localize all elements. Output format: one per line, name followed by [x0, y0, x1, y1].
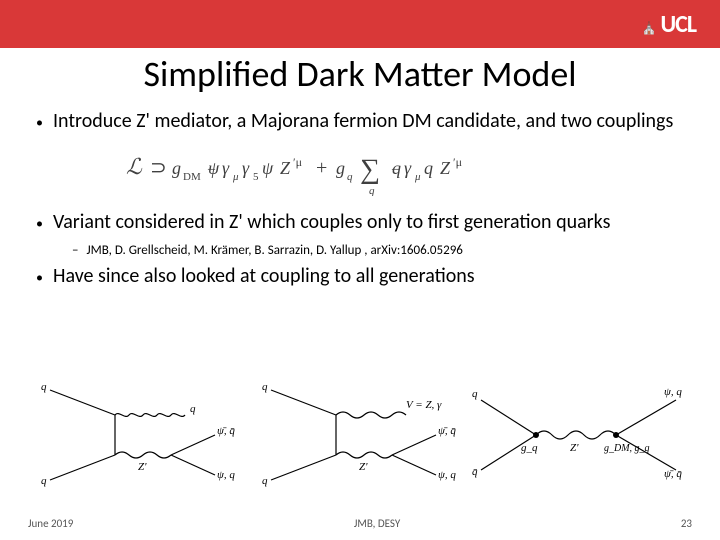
lbl-top-out: q [190, 403, 196, 415]
footer: June 2019 JMB, DESY 23 [28, 517, 692, 530]
lbl-top-out: V = Z, γ [406, 399, 442, 411]
lbl-out-2: ψ, q [438, 469, 456, 481]
svg-text:γ: γ [242, 158, 250, 178]
footer-center: JMB, DESY [354, 517, 400, 530]
lbl-right-bottom: ψ̄, q̄ [664, 468, 682, 480]
bullet-2: • Variant considered in Z' which couples… [36, 211, 684, 237]
lbl-mediator: Z' [138, 461, 147, 473]
bullet-dot-icon: • [36, 211, 43, 237]
svg-text:γ: γ [404, 158, 412, 178]
feynman-diagrams-row: q q q Z' ψ̄, q̄ ψ, q q V = Z, γ [24, 370, 696, 500]
feynman-diagram-1: q q q Z' ψ̄, q̄ ψ, q [24, 370, 245, 500]
bullet-3: • Have since also looked at coupling to … [36, 265, 684, 291]
lbl-left-bottom: q̄ [472, 466, 478, 478]
ucl-logo: ⛪ UCL [642, 10, 696, 39]
lbl-out-1: ψ̄, q̄ [217, 425, 235, 437]
content-area: • Introduce Z' mediator, a Majorana ferm… [36, 110, 684, 297]
svg-text:Z: Z [280, 158, 291, 178]
svg-text:q: q [347, 171, 353, 183]
svg-text:γ: γ [222, 158, 230, 178]
svg-text:Z: Z [440, 158, 451, 178]
svg-text:DM: DM [183, 171, 201, 183]
svg-text:μ: μ [232, 171, 239, 183]
svg-text:⊃: ⊃ [150, 157, 167, 179]
lbl-bottom-in: q [262, 475, 268, 487]
bullet-text: Introduce Z' mediator, a Majorana fermio… [53, 110, 673, 134]
lbl-mediator: Z' [570, 442, 579, 454]
lbl-mediator: Z' [359, 461, 368, 473]
bullet-1: • Introduce Z' mediator, a Majorana ferm… [36, 110, 684, 136]
slide-title: Simplified Dark Matter Model [0, 52, 720, 96]
citation-text: JMB, D. Grellscheid, M. Krämer, B. Sarra… [86, 243, 462, 259]
lbl-top-in: q [262, 381, 268, 393]
dash-icon: – [72, 243, 78, 259]
svg-text:g: g [172, 158, 181, 178]
svg-text:q: q [392, 158, 401, 178]
lbl-right-coup: g_DM, g_q [604, 443, 650, 454]
footer-date: June 2019 [28, 517, 73, 530]
svg-text:g: g [336, 158, 345, 178]
svg-text:5: 5 [253, 171, 259, 183]
bullet-dot-icon: • [36, 110, 43, 136]
svg-text:∑: ∑ [360, 154, 380, 185]
lbl-out-1: ψ̄, q̄ [438, 425, 456, 437]
svg-text:ψ: ψ [262, 158, 274, 178]
footer-page-number: 23 [681, 517, 692, 530]
lagrangian-equation: ℒ ⊃ g DM _ ψ γ μ γ 5 ψ Z ′μ + g q ∑ q _ … [36, 144, 684, 201]
svg-text:q: q [424, 158, 433, 178]
lbl-out-2: ψ, q [217, 469, 235, 481]
svg-text:ψ: ψ [208, 158, 220, 178]
lbl-left-top: q [472, 388, 478, 400]
bullet-text: Variant considered in Z' which couples o… [53, 211, 610, 235]
bullet-text: Have since also looked at coupling to al… [53, 265, 475, 289]
svg-text:μ: μ [414, 171, 421, 183]
lbl-right-top: ψ, q [664, 386, 682, 398]
header-bar: ⛪ UCL [0, 0, 720, 48]
feynman-diagram-3: q q̄ g_q Z' g_DM, g_q ψ, q ψ̄, q̄ [466, 375, 696, 495]
lbl-left-coup: g_q [521, 442, 538, 454]
lbl-top-in: q [41, 381, 47, 393]
svg-text:q: q [369, 185, 375, 196]
svg-text:′μ: ′μ [293, 155, 302, 169]
svg-text:+: + [316, 157, 327, 179]
portico-icon: ⛪ [642, 21, 657, 36]
bullet-dot-icon: • [36, 265, 43, 291]
feynman-diagram-2: q V = Z, γ q Z' ψ̄, q̄ ψ, q [245, 370, 466, 500]
lbl-bottom-in: q [41, 475, 47, 487]
svg-text:ℒ: ℒ [126, 154, 143, 179]
svg-text:′μ: ′μ [453, 155, 462, 169]
citation-line: – JMB, D. Grellscheid, M. Krämer, B. Sar… [72, 243, 684, 259]
logo-text: UCL [660, 10, 696, 39]
